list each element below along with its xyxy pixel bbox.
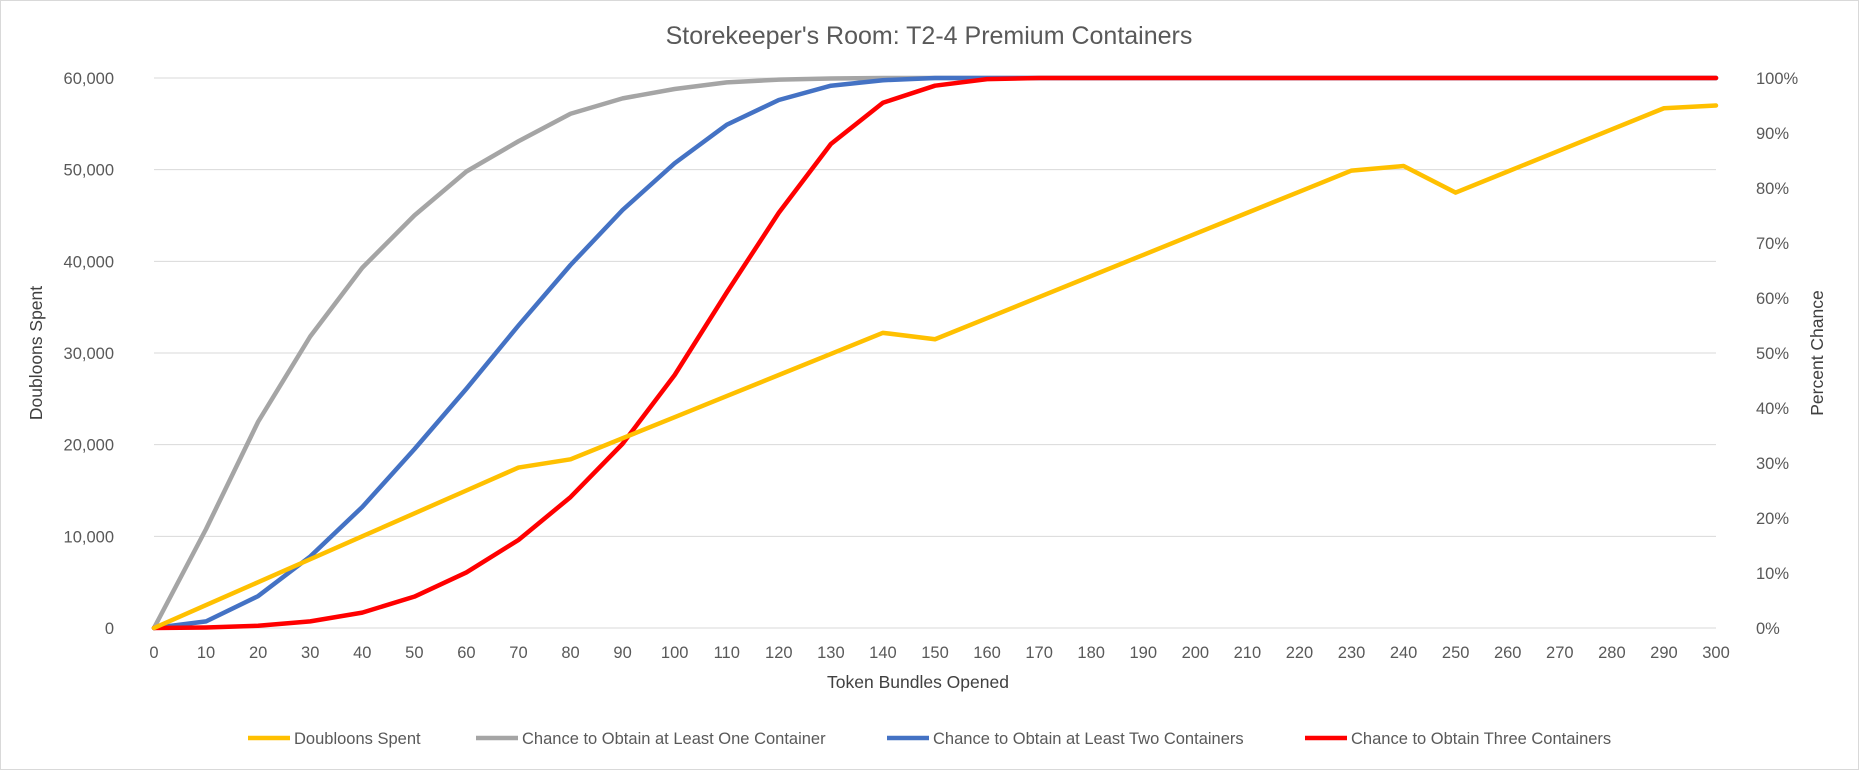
x-tick-label: 70 [509, 644, 527, 662]
y-tick-label: 60,000 [64, 70, 114, 88]
y-tick-label: 10,000 [64, 528, 114, 546]
x-tick-label: 270 [1546, 644, 1574, 662]
x-tick-label: 80 [561, 644, 579, 662]
chart-title: Storekeeper's Room: T2-4 Premium Contain… [666, 22, 1193, 50]
legend-label: Doubloons Spent [294, 730, 421, 748]
x-tick-label: 300 [1702, 644, 1730, 662]
x-tick-label: 20 [249, 644, 267, 662]
x-axis-ticks: 0 10 20 30 40 50 60 70 80 90 100 110 120 130 140 150 160… [149, 644, 1729, 662]
x-tick-label: 0 [149, 644, 158, 662]
x-tick-label: 110 [714, 644, 740, 662]
x-tick-label: 60 [457, 644, 475, 662]
x-tick-label: 140 [869, 644, 897, 662]
legend-label: Chance to Obtain at Least One Container [522, 730, 826, 748]
y2-tick-label: 100% [1756, 70, 1799, 88]
x-tick-label: 250 [1442, 644, 1470, 662]
x-tick-label: 40 [353, 644, 371, 662]
x-tick-label: 260 [1494, 644, 1522, 662]
right-axis-title: Percent Chance [1807, 290, 1827, 416]
x-tick-label: 290 [1650, 644, 1678, 662]
x-tick-label: 220 [1286, 644, 1314, 662]
y2-tick-label: 20% [1756, 510, 1789, 528]
y2-tick-label: 0% [1756, 620, 1780, 638]
x-tick-label: 180 [1077, 644, 1105, 662]
y-tick-label: 30,000 [64, 345, 114, 363]
y2-tick-label: 10% [1756, 565, 1789, 583]
x-tick-label: 240 [1390, 644, 1418, 662]
left-axis-title: Doubloons Spent [26, 286, 46, 420]
y2-tick-label: 70% [1756, 235, 1789, 253]
left-axis-ticks: 0 10,000 20,000 30,000 40,000 50,000 60,000 [64, 70, 114, 638]
legend-label: Chance to Obtain Three Containers [1351, 730, 1611, 748]
x-tick-label: 200 [1182, 644, 1210, 662]
legend: Doubloons Spent Chance to Obtain at Least… [248, 730, 1611, 748]
y2-tick-label: 50% [1756, 345, 1789, 363]
y-tick-label: 0 [105, 620, 114, 638]
series-lines [151, 75, 1719, 631]
x-tick-label: 10 [197, 644, 215, 662]
x-tick-label: 100 [661, 644, 689, 662]
x-tick-label: 170 [1025, 644, 1053, 662]
x-tick-label: 160 [973, 644, 1001, 662]
y2-tick-label: 60% [1756, 290, 1789, 308]
x-tick-label: 150 [921, 644, 949, 662]
series-line [151, 75, 1719, 631]
x-tick-label: 50 [405, 644, 423, 662]
right-axis-ticks: 0% 10% 20% 30% 40% 50% 60% 70% 80% 90% 100% [1756, 70, 1799, 638]
legend-label: Chance to Obtain at Least Two Containers [933, 730, 1244, 748]
x-tick-label: 280 [1598, 644, 1626, 662]
x-axis-title: Token Bundles Opened [827, 672, 1009, 692]
y2-tick-label: 90% [1756, 125, 1789, 143]
y2-tick-label: 40% [1756, 400, 1789, 418]
series-line [151, 103, 1719, 631]
x-tick-label: 230 [1338, 644, 1366, 662]
x-tick-label: 30 [301, 644, 319, 662]
x-tick-label: 190 [1130, 644, 1158, 662]
y-tick-label: 50,000 [64, 162, 114, 180]
y2-tick-label: 80% [1756, 180, 1789, 198]
y-tick-label: 40,000 [64, 253, 114, 271]
x-tick-label: 210 [1234, 644, 1262, 662]
y-tick-label: 20,000 [64, 437, 114, 455]
x-tick-label: 90 [613, 644, 631, 662]
x-tick-label: 130 [817, 644, 845, 662]
y2-tick-label: 30% [1756, 455, 1789, 473]
x-tick-label: 120 [765, 644, 793, 662]
gridlines [154, 77, 1716, 629]
